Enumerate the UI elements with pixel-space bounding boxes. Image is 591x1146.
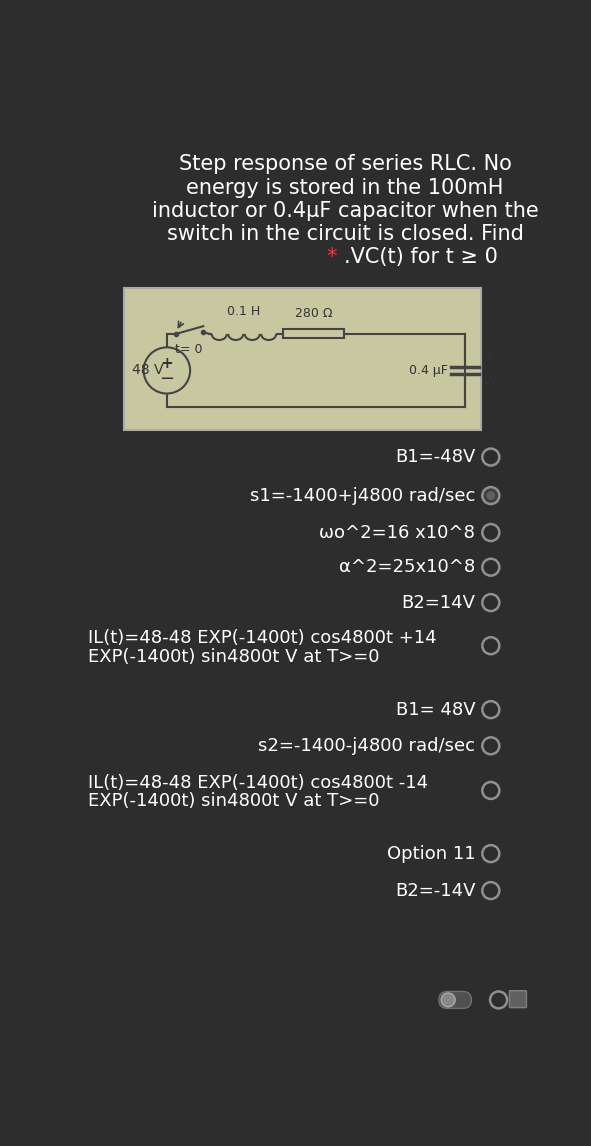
Text: Option 11: Option 11 xyxy=(387,845,475,863)
Bar xyxy=(124,288,480,430)
Text: .VC(t) for t ≥ 0: .VC(t) for t ≥ 0 xyxy=(343,246,498,267)
Text: −: − xyxy=(160,370,174,387)
Text: 0.4 μF: 0.4 μF xyxy=(408,364,447,377)
Text: *: * xyxy=(327,246,343,267)
Text: B2=-14V: B2=-14V xyxy=(395,881,475,900)
Text: t= 0: t= 0 xyxy=(174,343,202,356)
Text: s2=-1400-j4800 rad/sec: s2=-1400-j4800 rad/sec xyxy=(258,737,475,755)
Text: B1=-48V: B1=-48V xyxy=(395,448,475,466)
Bar xyxy=(283,329,345,338)
Text: 48 V: 48 V xyxy=(132,363,164,377)
Text: EXP(-1400t) sin4800t V at T>=0: EXP(-1400t) sin4800t V at T>=0 xyxy=(88,647,379,666)
FancyBboxPatch shape xyxy=(509,990,527,1007)
Text: Step response of series RLC. No: Step response of series RLC. No xyxy=(178,155,512,174)
Text: 0.1 H: 0.1 H xyxy=(228,306,261,319)
Text: EXP(-1400t) sin4800t V at T>=0: EXP(-1400t) sin4800t V at T>=0 xyxy=(88,792,379,810)
Text: inductor or 0.4μF capacitor when the: inductor or 0.4μF capacitor when the xyxy=(152,201,538,221)
Text: switch in the circuit is closed. Find: switch in the circuit is closed. Find xyxy=(167,223,524,244)
Text: ωo^2=16 x10^8: ωo^2=16 x10^8 xyxy=(320,524,475,542)
FancyBboxPatch shape xyxy=(439,991,472,1008)
Text: +: + xyxy=(161,356,173,371)
Text: s1=-1400+j4800 rad/sec: s1=-1400+j4800 rad/sec xyxy=(250,487,475,504)
Text: +: + xyxy=(483,352,495,366)
Text: 280 Ω: 280 Ω xyxy=(295,307,333,320)
Text: IL(t)=48-48 EXP(-1400t) cos4800t -14: IL(t)=48-48 EXP(-1400t) cos4800t -14 xyxy=(88,774,428,792)
Text: IL(t)=48-48 EXP(-1400t) cos4800t +14: IL(t)=48-48 EXP(-1400t) cos4800t +14 xyxy=(88,629,436,647)
Text: B2=14V: B2=14V xyxy=(401,594,475,612)
Text: α^2=25x10^8: α^2=25x10^8 xyxy=(339,558,475,576)
Circle shape xyxy=(441,992,455,1007)
Text: B1= 48V: B1= 48V xyxy=(396,700,475,719)
Circle shape xyxy=(487,492,495,500)
Text: Vc: Vc xyxy=(483,375,500,388)
Text: energy is stored in the 100mH: energy is stored in the 100mH xyxy=(186,178,504,197)
